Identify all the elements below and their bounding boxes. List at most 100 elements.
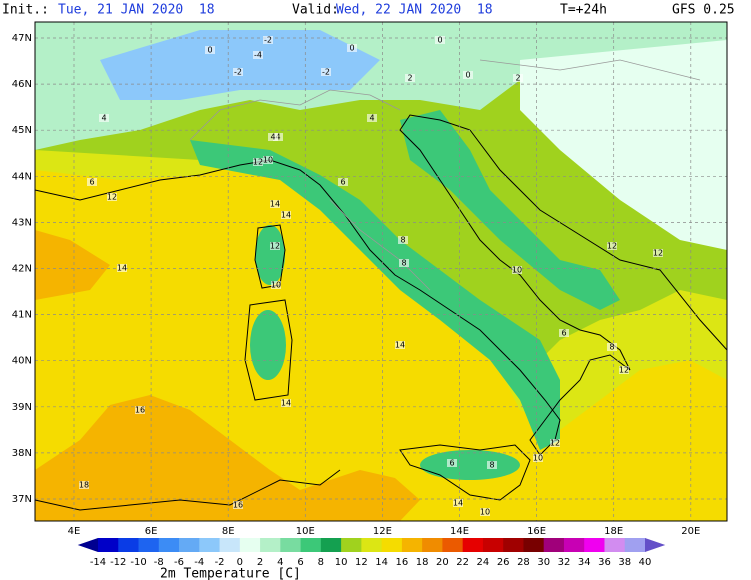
coastline <box>399 444 531 501</box>
label-box <box>550 439 560 447</box>
lon-label: 8E <box>222 526 235 537</box>
label-box <box>653 249 663 257</box>
isotherm-label: 4 <box>101 114 106 123</box>
forecast-step: T=+24h <box>560 3 607 18</box>
label-box <box>268 133 278 141</box>
colorbar-tick-label: 30 <box>537 557 550 568</box>
isotherm-label: 8 <box>489 461 494 470</box>
label-box <box>107 193 117 201</box>
field-area <box>255 225 285 285</box>
colorbar-tick-label: 18 <box>416 557 429 568</box>
label-box <box>405 74 415 82</box>
isotherm-label: 6 <box>561 329 566 338</box>
colorbar-swatch <box>320 538 342 552</box>
label-box <box>607 242 617 250</box>
isotherm-label: 14 <box>270 200 280 209</box>
isotherm-label: -2 <box>264 36 272 45</box>
label-box <box>347 44 357 52</box>
colorbar-tick-label: 8 <box>318 557 324 568</box>
colorbar-tick-label: 20 <box>436 557 449 568</box>
colorbar-swatch <box>523 538 545 552</box>
coastline <box>34 114 631 456</box>
isotherm-label: 10 <box>263 156 273 165</box>
colorbar-tick-label: 32 <box>558 557 571 568</box>
label-box <box>233 501 243 509</box>
field-area <box>35 395 420 521</box>
field-area <box>420 450 520 480</box>
colorbar-swatch <box>260 538 281 552</box>
colorbar-swatch <box>543 538 565 552</box>
colorbar-tick-label: -8 <box>154 557 164 568</box>
colorbar-swatch <box>280 538 302 552</box>
lat-label: 46N <box>12 79 32 90</box>
colorbar-tick-label: 36 <box>598 557 611 568</box>
isotherm-labels: -2-40-2-20202046121012468141414121014161… <box>79 36 663 517</box>
isotherm-label: 10 <box>271 281 281 290</box>
label-box <box>253 158 263 166</box>
isotherm-label: 14 <box>281 399 291 408</box>
colorbar-tick-label: -14 <box>90 557 106 568</box>
label-box <box>253 51 263 59</box>
label-box <box>79 481 89 489</box>
label-box <box>321 68 331 76</box>
label-box <box>87 178 97 186</box>
coastline <box>244 299 293 401</box>
model-name: GFS 0.25 <box>672 3 735 18</box>
isotherm-label: 2 <box>407 74 412 83</box>
colorbar-swatch <box>584 538 605 552</box>
isotherm-label: -4 <box>254 51 262 60</box>
field-area <box>520 40 727 250</box>
label-box <box>513 74 523 82</box>
isotherm-label: 6 <box>449 459 454 468</box>
colorbar-swatch <box>219 538 241 552</box>
init-label: Init.: <box>2 3 49 18</box>
label-box <box>270 242 280 250</box>
isotherm-label: 16 <box>135 406 145 415</box>
valid-time: Wed, 22 JAN 2020 18 <box>336 3 493 18</box>
isotherm-label: 8 <box>401 259 406 268</box>
label-box <box>263 156 273 164</box>
lat-label: 45N <box>12 125 32 136</box>
label-box <box>205 46 215 54</box>
isotherm-label: 0 <box>207 46 212 55</box>
colorbar-swatch <box>239 538 261 552</box>
label-box <box>135 406 145 414</box>
isotherm-label: 0 <box>349 44 354 53</box>
colorbar-swatch <box>442 538 464 552</box>
label-box <box>399 259 409 267</box>
colorbar-swatch <box>199 538 221 552</box>
colorbar-swatch <box>503 538 524 552</box>
label-box <box>487 461 497 469</box>
field-area <box>250 310 286 380</box>
colorbar-tick-label: 4 <box>277 557 283 568</box>
border <box>189 59 701 291</box>
colorbar-swatch <box>158 538 180 552</box>
lon-label: 20E <box>681 526 700 537</box>
colorbar-tick-label: 34 <box>578 557 591 568</box>
isotherm-label: 4 <box>270 133 275 142</box>
isotherm-label: 10 <box>533 454 543 463</box>
coastlines <box>34 59 728 511</box>
label-box <box>281 211 291 219</box>
lon-label: 10E <box>296 526 315 537</box>
colorbar-swatch <box>179 538 200 552</box>
isotherm-label: 6 <box>89 178 94 187</box>
coastline <box>469 129 728 351</box>
label-box <box>480 508 490 516</box>
field <box>35 22 727 521</box>
isotherm-label: -2 <box>322 68 330 77</box>
isotherm-label: 12 <box>107 193 117 202</box>
field-area <box>35 230 110 300</box>
field-area <box>400 110 620 310</box>
isotherm-label: 12 <box>270 242 280 251</box>
colorbar-swatch <box>300 538 322 552</box>
lat-label: 40N <box>12 356 32 367</box>
isotherm-label: 10 <box>480 508 490 517</box>
colorbar-tick-label: 12 <box>355 557 368 568</box>
lat-label: 43N <box>12 217 32 228</box>
lon-label: 4E <box>68 526 81 537</box>
colorbar-tick-label: -10 <box>130 557 146 568</box>
label-box <box>463 71 473 79</box>
colorbar-arrow <box>77 538 98 552</box>
label-box <box>270 200 280 208</box>
